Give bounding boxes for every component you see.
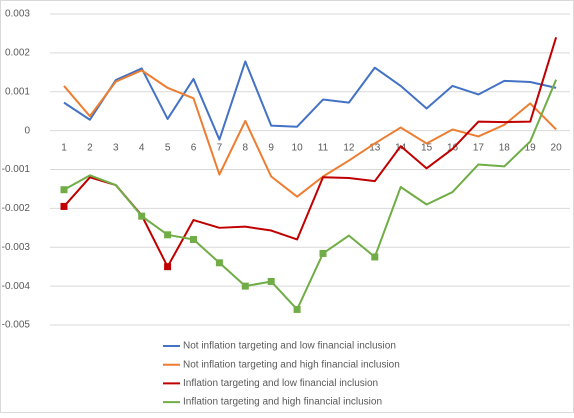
data-marker (60, 202, 68, 210)
y-tick-label: 0 (24, 125, 30, 136)
legend-label: Inflation targeting and high financial i… (183, 397, 382, 408)
x-tick-label: 15 (421, 142, 433, 153)
y-tick-label: -0.003 (2, 242, 31, 253)
data-line (63, 60, 557, 141)
x-tick-label: 5 (165, 142, 171, 153)
data-marker (371, 253, 379, 261)
data-marker (319, 249, 327, 257)
x-tick-label: 19 (525, 142, 537, 153)
data-marker (215, 259, 223, 267)
y-tick-label: -0.005 (2, 320, 31, 331)
y-tick-label: -0.002 (2, 203, 31, 214)
x-tick-label: 12 (343, 142, 355, 153)
legend-label: Not inflation targeting and high financi… (183, 359, 400, 370)
data-marker (60, 186, 68, 194)
legend-label: Not inflation targeting and low financia… (183, 341, 396, 352)
data-marker (164, 263, 172, 271)
x-tick-label: 13 (369, 142, 381, 153)
data-marker (138, 212, 146, 220)
y-tick-label: 0.002 (5, 48, 30, 59)
x-tick-label: 1 (61, 142, 67, 153)
x-tick-label: 14 (395, 142, 407, 153)
x-tick-label: 3 (113, 142, 119, 153)
data-marker (190, 235, 197, 243)
x-tick-label: 8 (243, 142, 249, 153)
x-tick-label: 4 (139, 142, 145, 153)
x-tick-label: 9 (268, 142, 274, 153)
x-tick-label: 7 (217, 142, 223, 153)
data-line (63, 37, 558, 268)
data-line (63, 79, 558, 311)
x-tick-label: 20 (551, 142, 563, 153)
y-tick-label: 0.003 (5, 9, 30, 20)
y-tick-label: -0.001 (2, 164, 31, 175)
data-marker (164, 231, 172, 239)
x-tick-label: 2 (87, 142, 93, 153)
data-marker (293, 305, 301, 313)
x-tick-label: 11 (318, 142, 329, 153)
y-tick-label: 0.001 (5, 86, 30, 97)
data-line (63, 69, 557, 198)
data-marker (241, 282, 249, 290)
legend-label: Inflation targeting and low financial in… (183, 378, 378, 389)
x-tick-label: 18 (499, 142, 511, 153)
data-marker (267, 277, 275, 285)
y-tick-label: -0.004 (2, 281, 31, 292)
x-tick-label: 17 (473, 142, 485, 153)
x-tick-label: 6 (191, 142, 197, 153)
x-tick-label: 10 (292, 142, 304, 153)
